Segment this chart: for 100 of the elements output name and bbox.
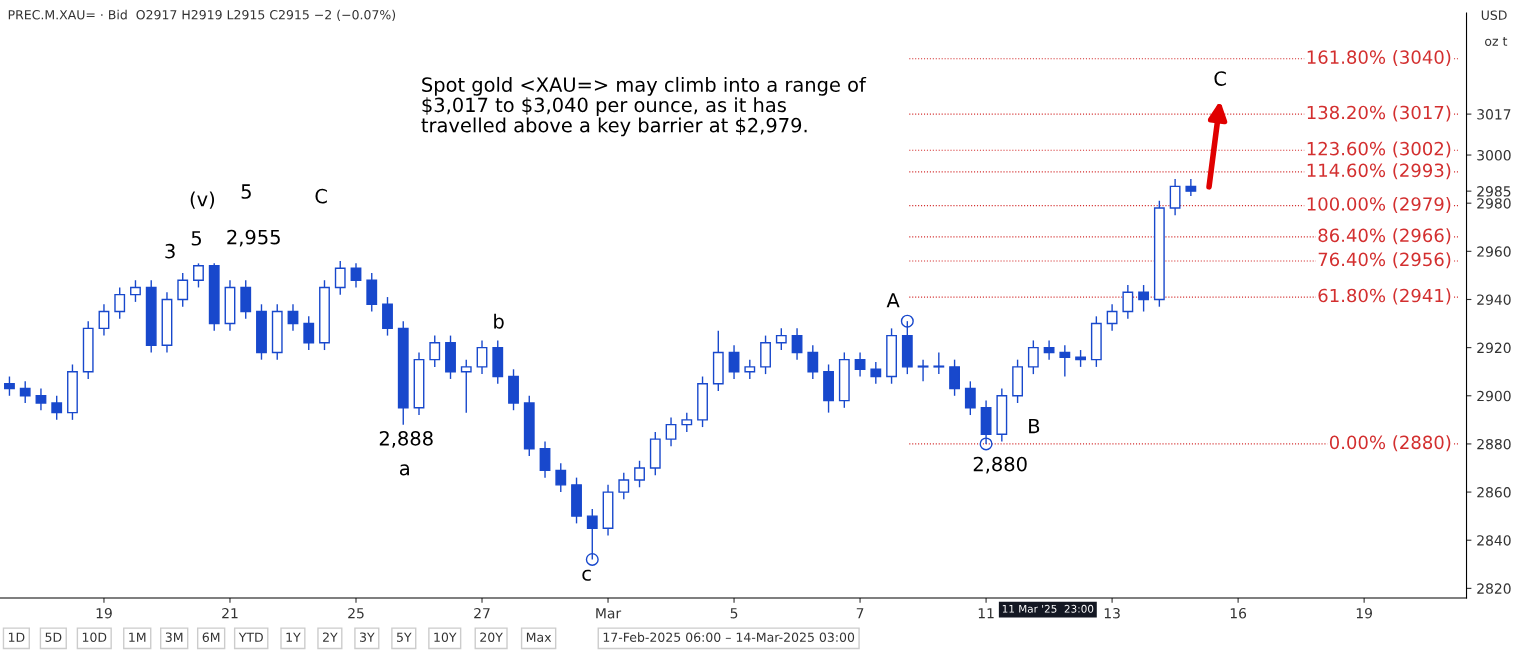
ref-line-label: 114.60% (2993): [1307, 163, 1451, 180]
x-tick-label: 19: [1356, 607, 1372, 619]
annotation: a: [399, 464, 409, 476]
text: 5Y: [396, 632, 412, 642]
text: 5D: [45, 632, 62, 642]
annotation: 3: [165, 243, 175, 259]
y-tick-label: 3017: [1477, 109, 1511, 120]
candlestick: [98, 303, 110, 337]
ref-line-label: 138.20% (3017): [1307, 105, 1451, 122]
annotation: c: [582, 569, 591, 581]
candlestick: [807, 344, 819, 380]
y-tick-label: 2985: [1477, 186, 1511, 197]
candlestick: [964, 380, 976, 416]
candlestick: [1122, 284, 1134, 320]
y-tick-label: 2920: [1477, 342, 1511, 354]
x-tick-label: 11: [978, 608, 994, 619]
candlestick: [1027, 339, 1039, 375]
y-tick-label: 2940: [1477, 294, 1511, 305]
candlestick: [728, 344, 740, 380]
annotation: B: [1029, 418, 1040, 434]
x-tick-label: 16: [1230, 607, 1247, 619]
ref-line-label: 0.00% (2880): [1329, 435, 1451, 452]
candlestick: [303, 315, 315, 351]
candlestick: [1106, 303, 1118, 332]
x-tick-label: 21: [222, 607, 238, 619]
candlestick: [618, 472, 630, 500]
annotation: A: [886, 293, 900, 308]
candlestick: [854, 351, 866, 378]
candlestick: [287, 303, 299, 332]
ref-line-label: 76.40% (2956): [1318, 252, 1451, 269]
candlestick: [114, 286, 126, 320]
candlestick: [933, 351, 945, 375]
x-tick-label: 13: [1104, 607, 1120, 619]
y-tick-label: 2960: [1477, 246, 1511, 257]
annotation: 5: [241, 184, 251, 199]
ref-line-label: 61.80% (2941): [1318, 288, 1451, 305]
annotation: 2,888: [379, 430, 433, 448]
candlestick: [1138, 284, 1150, 313]
candlestick: [177, 272, 189, 308]
candlestick: [51, 395, 63, 421]
candlestick: [555, 462, 567, 493]
text: 10Y: [434, 632, 457, 642]
x-tick-label: Mar: [596, 608, 622, 619]
candlestick: [681, 411, 693, 433]
candlestick: [350, 262, 362, 289]
annotation: b: [494, 313, 504, 329]
candlestick: [1043, 339, 1055, 361]
candlestick: [334, 260, 346, 296]
text: 17-Feb-2025 06:00 – 14-Mar-2025 03:00: [603, 632, 855, 642]
candlestick: [1185, 178, 1197, 197]
annotation: C: [1214, 71, 1226, 86]
text: 2Y: [323, 632, 338, 642]
y-tick-label: 2820: [1477, 583, 1511, 594]
annotation: Spot gold <XAU=> may climb into a range of $3,017 to $3,040 per ounce, as it has travelled above a key barrier at $2,979.: [421, 76, 867, 137]
text: Max: [526, 632, 552, 642]
text: 6M: [202, 632, 220, 642]
candlestick: [665, 416, 677, 448]
y-tick-label: 3000: [1477, 150, 1511, 161]
text: 3M: [165, 632, 183, 642]
candlestick: [744, 358, 756, 380]
annotation: 2,955: [227, 229, 280, 247]
annotation: 2,880: [973, 456, 1027, 474]
candlestick: [130, 279, 141, 303]
y-tick-label: 2980: [1477, 198, 1511, 209]
y-tick-label: 2900: [1477, 390, 1511, 402]
text: oz t: [1485, 36, 1508, 46]
annotation: 5: [191, 231, 201, 246]
ref-line-label: 161.80% (3040): [1307, 50, 1451, 67]
candlestick: [870, 361, 882, 385]
candlestick: [460, 358, 472, 414]
text: 20Y: [480, 632, 503, 642]
y-tick-label: 2840: [1477, 535, 1511, 546]
candlestick: [476, 339, 488, 375]
annotation: (v): [190, 191, 215, 209]
x-tick-label: 19: [96, 607, 112, 619]
candlestick: [539, 440, 551, 479]
text: 1M: [129, 632, 146, 642]
text: 10D: [82, 632, 107, 642]
ref-line-label: 86.40% (2966): [1318, 228, 1451, 245]
candlestick: [775, 327, 787, 351]
candlestick: [634, 460, 645, 488]
y-tick-label: 2880: [1477, 438, 1511, 450]
x-tick-label: 25: [348, 607, 364, 619]
x-tick-label: 7: [856, 608, 864, 619]
candlestick: [19, 380, 31, 404]
ref-line-label: 100.00% (2979): [1307, 196, 1451, 213]
ref-line-label: 123.60% (3002): [1307, 141, 1451, 158]
text: 1Y: [286, 632, 301, 642]
candlestick: [429, 334, 441, 368]
x-tick-label: 5: [730, 608, 738, 619]
text: USD: [1481, 10, 1507, 20]
text: 11 Mar '25 23:00: [1002, 604, 1094, 613]
candlestick: [949, 358, 960, 397]
candlestick: [1169, 178, 1181, 216]
candlestick: [193, 262, 204, 289]
y-tick-label: 2860: [1477, 487, 1511, 498]
annotation: C: [315, 188, 327, 204]
candlestick: [791, 327, 803, 361]
candlestick: [917, 358, 929, 383]
x-tick-label: 27: [474, 607, 490, 619]
